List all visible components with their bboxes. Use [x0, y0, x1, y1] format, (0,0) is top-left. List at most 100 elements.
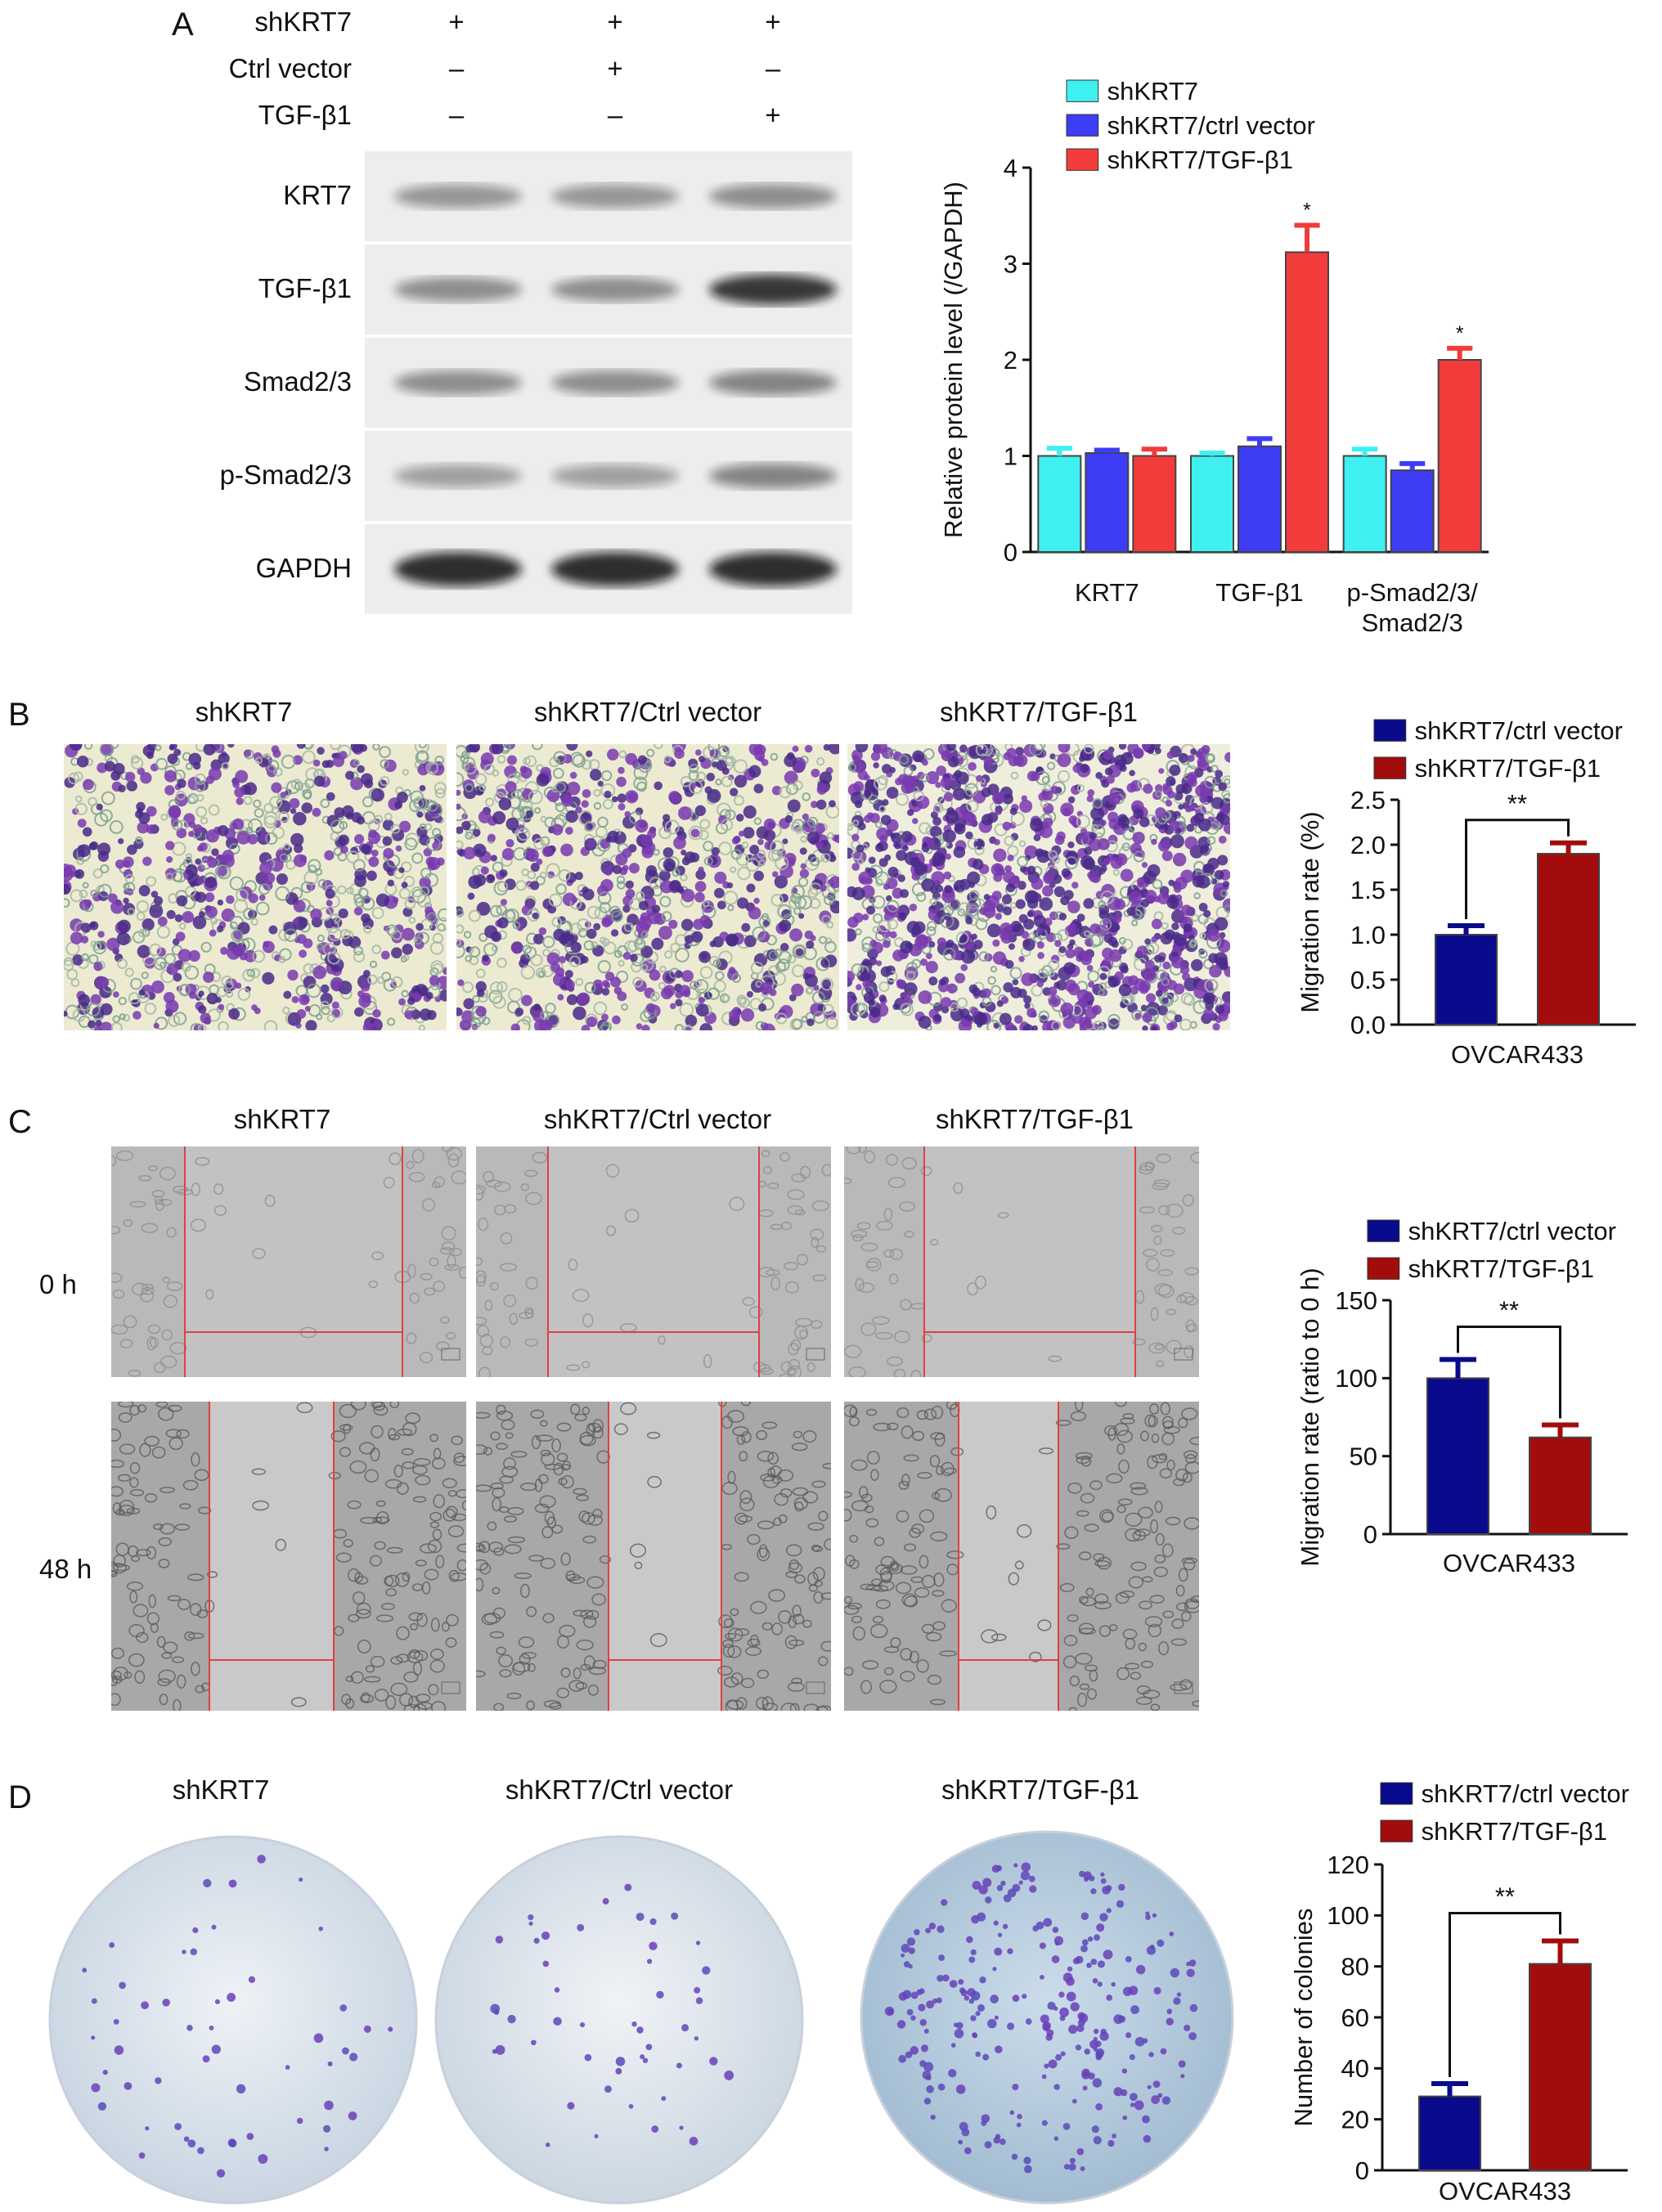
wound-image: [111, 1146, 466, 1377]
row-label-48h: 48 h: [39, 1554, 92, 1584]
x-category-label: OVCAR433: [1451, 1040, 1583, 1069]
blot-row-label: GAPDH: [255, 553, 352, 583]
wound-image: [844, 1146, 1199, 1377]
condition-label: Ctrl vector: [228, 53, 352, 83]
condition-mark: –: [448, 100, 465, 130]
significance-bracket: [1465, 819, 1570, 919]
significance-bracket: [1449, 1912, 1561, 2078]
y-tick-label: 0: [1363, 1520, 1377, 1549]
bar: [1238, 445, 1282, 553]
significance-star: *: [1303, 200, 1311, 222]
legend-swatch: [1373, 756, 1407, 779]
chart-b: shKRT7/ctrl vector shKRT7/TGF-β1 0.0 0.5 1.0…: [1296, 716, 1636, 1069]
column-header: shKRT7/TGF-β1: [935, 1104, 1134, 1134]
y-tick-label: 0.5: [1350, 966, 1386, 994]
y-tick-label: 1: [1004, 442, 1017, 470]
blot-band: [551, 464, 679, 488]
y-tick-label: 1.0: [1350, 921, 1386, 949]
significance-label: **: [1495, 1882, 1515, 1911]
y-tick-label: 0.0: [1350, 1011, 1386, 1039]
blot-band: [551, 370, 679, 395]
condition-label: shKRT7: [254, 7, 352, 37]
column-header: shKRT7/Ctrl vector: [505, 1775, 734, 1805]
panel-label-c: C: [8, 1104, 32, 1140]
y-tick-label: 120: [1327, 1851, 1369, 1879]
y-tick-label: 4: [1004, 154, 1017, 182]
chart-c: shKRT7/ctrl vector shKRT7/TGF-β1 0 50 100 150…: [1296, 1217, 1628, 1577]
bar: [1285, 251, 1329, 553]
blot-row-label: Smad2/3: [243, 366, 352, 397]
blot-band: [709, 463, 837, 489]
condition-mark: +: [448, 7, 465, 37]
legend-label: shKRT7/TGF-β1: [1415, 754, 1601, 783]
blot-strip: [365, 338, 852, 428]
blot-strip: [365, 245, 852, 334]
blot-band: [394, 464, 522, 488]
condition-mark: +: [765, 7, 781, 37]
legend-label: shKRT7/TGF-β1: [1408, 1254, 1594, 1283]
y-tick-label: 40: [1341, 2054, 1369, 2083]
bar: [1437, 359, 1482, 553]
y-tick-label: 2: [1004, 346, 1017, 375]
y-tick-label: 3: [1004, 249, 1017, 278]
blot-strip: [365, 431, 852, 521]
legend-swatch: [1066, 79, 1099, 102]
y-tick-label: 50: [1350, 1443, 1377, 1471]
column-header: shKRT7/TGF-β1: [941, 1775, 1140, 1805]
blot-row-label: KRT7: [283, 180, 352, 210]
bar: [1529, 1436, 1592, 1535]
column-header: shKRT7: [195, 697, 293, 727]
bar: [1390, 469, 1435, 553]
x-category-label: TGF-β1: [1215, 578, 1303, 607]
legend-label: shKRT7/ctrl vector: [1422, 1779, 1629, 1808]
legend-swatch: [1380, 1819, 1413, 1842]
significance-label: **: [1507, 789, 1527, 818]
legend-swatch: [1367, 1257, 1400, 1280]
bar: [1037, 455, 1082, 553]
blot-band: [709, 274, 837, 305]
y-tick-label: 150: [1335, 1286, 1377, 1315]
legend-label: shKRT7/ctrl vector: [1415, 716, 1623, 745]
y-tick-label: 100: [1335, 1364, 1377, 1393]
column-header: shKRT7/TGF-β1: [939, 697, 1139, 727]
bar: [1529, 1963, 1592, 2171]
blot-band: [709, 184, 837, 209]
row-label-0h: 0 h: [39, 1269, 77, 1299]
transwell-image-ctrl-vector: [456, 744, 839, 1030]
column-header: shKRT7/Ctrl vector: [543, 1104, 772, 1134]
legend-label: shKRT7/ctrl vector: [1408, 1217, 1616, 1245]
bar: [1342, 455, 1387, 553]
blot-band: [709, 552, 837, 586]
condition-label: TGF-β1: [258, 100, 352, 130]
y-axis-label: Migration rate (ratio to 0 h): [1296, 1268, 1324, 1566]
blot-band: [551, 277, 679, 302]
y-axis-label: Relative protein level (/GAPDH): [939, 182, 968, 538]
column-header: shKRT7: [172, 1775, 270, 1805]
wound-image: [111, 1402, 466, 1711]
x-category-label: KRT7: [1075, 578, 1139, 607]
colony-plate-tgf-b1: [851, 1827, 1243, 2208]
legend-swatch: [1373, 719, 1407, 742]
legend-swatch: [1066, 114, 1099, 137]
legend-swatch: [1066, 148, 1099, 171]
panel-label-b: B: [8, 697, 30, 733]
blot-row-label: p-Smad2/3: [219, 460, 352, 490]
bar: [1426, 1377, 1489, 1535]
bar: [1418, 2095, 1481, 2171]
condition-mark: –: [448, 53, 465, 83]
x-category-label: Smad2/3: [1362, 608, 1463, 637]
legend-label: shKRT7/ctrl vector: [1107, 111, 1315, 140]
bar: [1537, 853, 1600, 1025]
blot-strip: [365, 524, 852, 614]
y-tick-label: 0: [1355, 2156, 1369, 2185]
significance-star: *: [1456, 323, 1464, 345]
significance-bracket: [1457, 1325, 1561, 1419]
wound-image: [476, 1402, 831, 1711]
y-tick-label: 80: [1341, 1953, 1369, 1981]
chart-a: shKRT7 shKRT7/ctrl vector shKRT7/TGF-β1 0 1 2…: [939, 77, 1489, 637]
y-tick-label: 60: [1341, 2003, 1369, 2032]
y-tick-label: 2.0: [1350, 831, 1386, 859]
column-header: shKRT7/Ctrl vector: [533, 697, 762, 727]
chart-d-container: shKRT7/ctrl vector shKRT7/TGF-β1 0 20 40 60 80…: [1276, 1775, 1660, 2208]
bar: [1435, 934, 1498, 1025]
